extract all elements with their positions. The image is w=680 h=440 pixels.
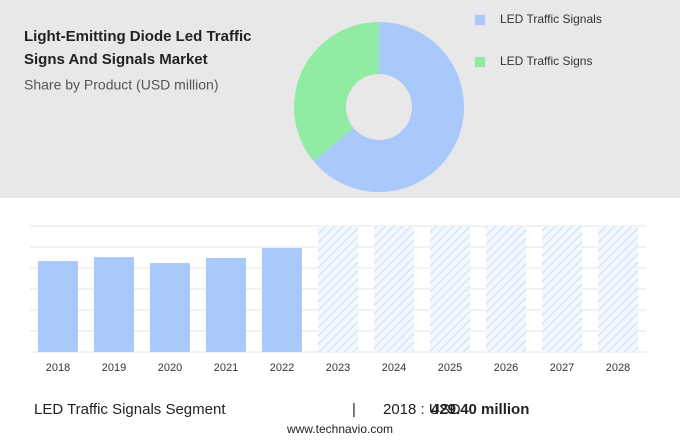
bar: [206, 257, 246, 352]
forecast-placeholder: [542, 226, 582, 352]
separator: |: [352, 401, 356, 418]
legend-swatch: [475, 15, 485, 25]
footer-value: 429.40 million: [431, 401, 529, 418]
bar: [150, 263, 190, 352]
forecast-placeholder: [598, 226, 638, 352]
title: Light-Emitting Diode Led Traffic: [24, 28, 252, 45]
bar: [262, 248, 302, 352]
x-tick-label: 2022: [270, 362, 294, 374]
title: Signs And Signals Market: [24, 51, 208, 68]
x-tick-label: 2018: [46, 362, 70, 374]
subtitle: Share by Product (USD million): [24, 77, 219, 93]
x-tick-label: 2026: [494, 362, 518, 374]
legend-label: LED Traffic Signals: [500, 12, 602, 26]
x-tick-label: 2028: [606, 362, 630, 374]
bar: [94, 257, 134, 352]
bar: [38, 261, 78, 352]
x-tick-label: 2023: [326, 362, 350, 374]
forecast-placeholder: [430, 226, 470, 352]
x-tick-label: 2024: [382, 362, 406, 374]
x-tick-label: 2020: [158, 362, 182, 374]
forecast-placeholder: [318, 226, 358, 352]
legend-label: LED Traffic Signs: [500, 54, 592, 68]
x-tick-label: 2025: [438, 362, 462, 374]
x-tick-label: 2021: [214, 362, 238, 374]
forecast-placeholder: [374, 226, 414, 352]
legend-swatch: [475, 57, 485, 67]
donut-slice: [294, 22, 379, 162]
x-tick-label: 2019: [102, 362, 126, 374]
forecast-placeholder: [486, 226, 526, 352]
segment: LED Traffic Signals Segment: [34, 401, 226, 418]
x-tick-label: 2027: [550, 362, 574, 374]
website: www.technavio.com: [286, 422, 393, 436]
donut-slice: [313, 22, 464, 193]
footer-prefix: 2018 : USD: [383, 401, 461, 418]
